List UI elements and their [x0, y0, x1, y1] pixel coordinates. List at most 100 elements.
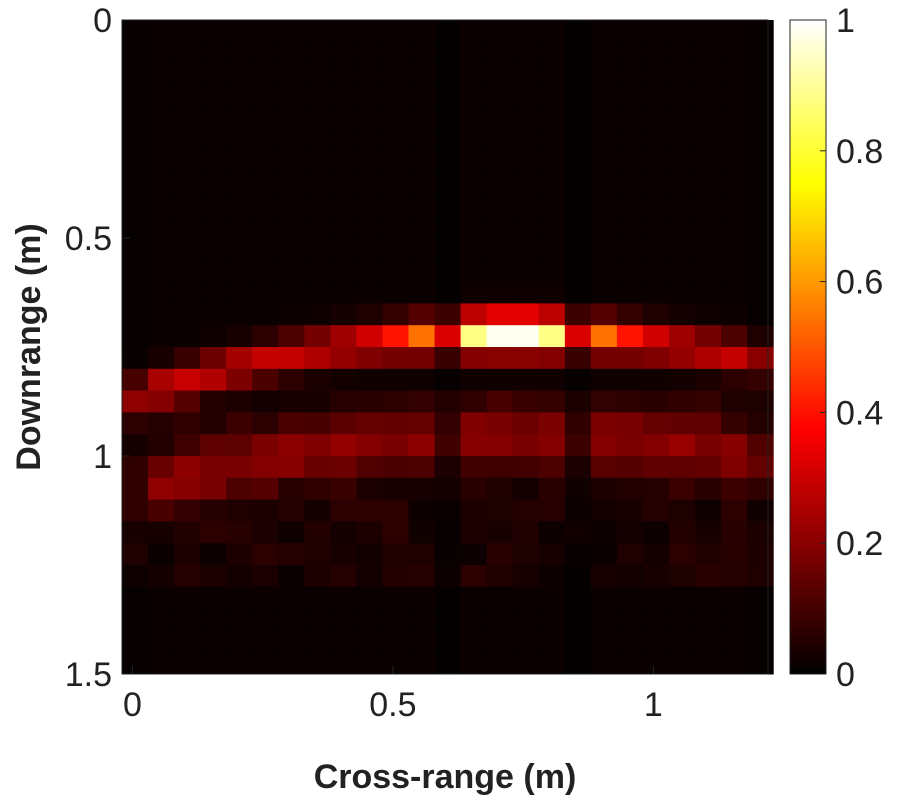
- heat-cell: [122, 565, 149, 588]
- heat-cell: [538, 281, 566, 304]
- heat-cell: [408, 608, 436, 631]
- heat-cell: [590, 565, 618, 588]
- heat-cell: [330, 586, 357, 610]
- heat-cell: [226, 238, 253, 261]
- heat-cell: [512, 412, 540, 435]
- colorbar-tick-label: 0: [836, 656, 855, 694]
- heat-cell: [304, 20, 331, 43]
- heat-cell: [278, 194, 305, 217]
- heat-cell: [174, 85, 201, 108]
- heat-cell: [512, 630, 540, 653]
- heat-cell: [747, 434, 774, 457]
- heat-cell: [486, 194, 514, 217]
- heat-cell: [434, 652, 462, 675]
- heat-cell: [642, 216, 670, 239]
- heat-cell: [226, 41, 253, 65]
- heat-cell: [252, 630, 279, 653]
- y-tick-label: 0.5: [65, 220, 112, 258]
- heat-cell: [382, 325, 410, 348]
- heat-cell: [382, 259, 410, 283]
- heat-cell: [564, 172, 592, 195]
- heat-cell: [122, 325, 149, 348]
- heat-cell: [590, 259, 618, 283]
- heat-cell: [278, 543, 305, 566]
- heat-cell: [252, 477, 279, 501]
- heat-cell: [356, 456, 383, 479]
- heat-cell: [642, 652, 670, 675]
- heat-cell: [486, 172, 514, 195]
- heat-cell: [304, 303, 331, 326]
- heat-cell: [200, 194, 227, 217]
- heat-cell: [721, 85, 748, 108]
- heat-cell: [669, 390, 696, 413]
- heat-cell: [304, 652, 331, 675]
- heat-cell: [486, 129, 514, 152]
- heat-cell: [356, 543, 383, 566]
- heat-cell: [200, 412, 227, 435]
- heat-cell: [226, 477, 253, 501]
- heat-cell: [486, 368, 514, 392]
- heat-cell: [252, 521, 279, 544]
- heat-cell: [122, 303, 149, 326]
- heat-cell: [616, 303, 644, 326]
- heat-cell: [460, 238, 488, 261]
- heat-cell: [226, 281, 253, 304]
- heat-cell: [434, 499, 462, 522]
- heat-cell: [226, 586, 253, 610]
- heat-cell: [408, 259, 436, 283]
- heat-cell: [122, 216, 149, 239]
- heat-cell: [174, 194, 201, 217]
- heat-cell: [590, 368, 618, 392]
- heat-cell: [226, 303, 253, 326]
- heat-cell: [174, 477, 201, 501]
- heat-cell: [669, 194, 696, 217]
- heat-cell: [434, 456, 462, 479]
- heat-cell: [252, 216, 279, 239]
- heat-cell: [226, 259, 253, 283]
- heat-cell: [564, 347, 592, 370]
- heat-cell: [486, 347, 514, 370]
- heat-cell: [122, 63, 149, 86]
- heat-cell: [200, 630, 227, 653]
- heat-cell: [616, 129, 644, 152]
- heat-cell: [148, 347, 175, 370]
- heat-cell: [616, 216, 644, 239]
- heat-cell: [226, 543, 253, 566]
- colorbar-tick-label: 0.2: [836, 525, 883, 563]
- plot-frame: [121, 19, 769, 675]
- heat-cell: [148, 586, 175, 610]
- heat-cell: [434, 630, 462, 653]
- heat-cell: [695, 216, 722, 239]
- heat-cell: [226, 216, 253, 239]
- heat-cell: [200, 347, 227, 370]
- heat-cell: [747, 63, 774, 86]
- heat-cell: [278, 238, 305, 261]
- heat-cell: [356, 586, 383, 610]
- heat-cell: [747, 20, 774, 43]
- heat-cell: [304, 238, 331, 261]
- heat-cell: [382, 107, 410, 130]
- heat-cell: [590, 586, 618, 610]
- heat-cell: [538, 303, 566, 326]
- heat-cell: [486, 434, 514, 457]
- heat-cell: [356, 630, 383, 653]
- heat-cell: [252, 20, 279, 43]
- heat-cell: [200, 652, 227, 675]
- heat-cell: [642, 499, 670, 522]
- heat-cell: [460, 216, 488, 239]
- heat-cell: [538, 390, 566, 413]
- heat-cell: [382, 85, 410, 108]
- heat-cell: [382, 347, 410, 370]
- heat-cell: [616, 20, 644, 43]
- heat-cell: [330, 281, 357, 304]
- heat-cell: [304, 150, 331, 174]
- heat-cell: [616, 630, 644, 653]
- heat-cell: [564, 63, 592, 86]
- heat-cell: [252, 608, 279, 631]
- heat-cell: [486, 390, 514, 413]
- heat-cell: [122, 652, 149, 675]
- heat-cell: [642, 259, 670, 283]
- heat-cell: [564, 194, 592, 217]
- heat-cell: [174, 412, 201, 435]
- heat-cell: [669, 652, 696, 675]
